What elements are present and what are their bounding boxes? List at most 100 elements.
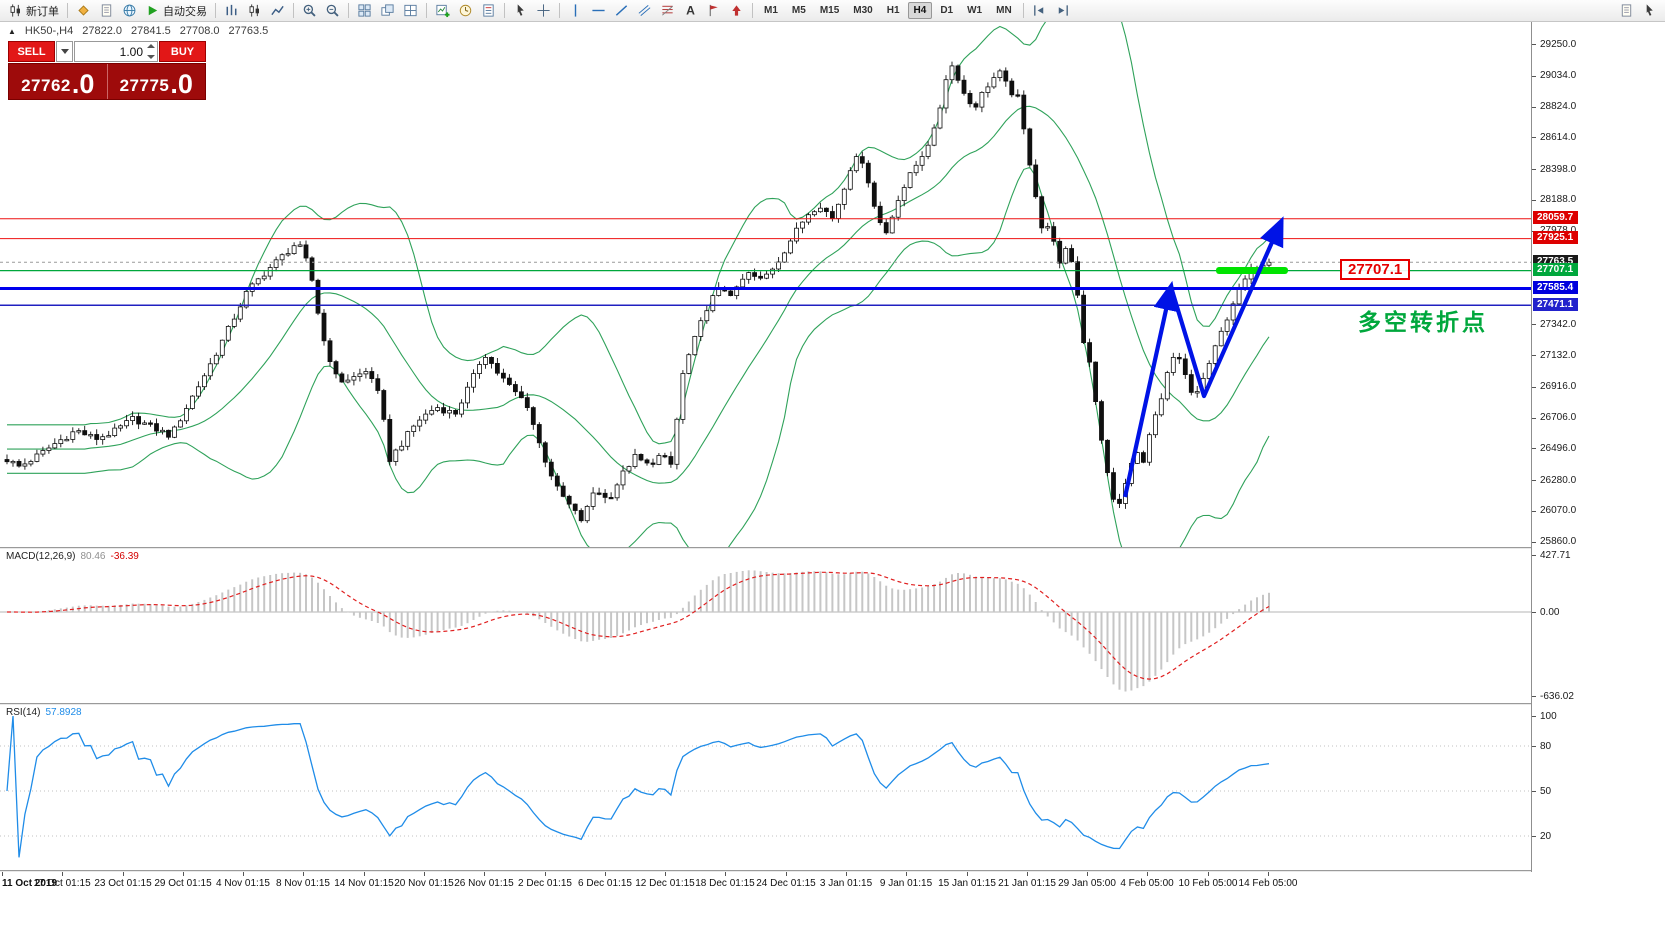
volume-spinner[interactable] xyxy=(146,44,155,59)
toolbar-extra-button-1[interactable] xyxy=(1615,0,1638,21)
tile-windows-button[interactable] xyxy=(353,0,376,21)
volume-input[interactable]: 1.00 xyxy=(74,41,158,62)
cursor-icon xyxy=(513,3,528,18)
svg-text:A: A xyxy=(686,4,695,18)
macd-signal-value: -36.39 xyxy=(110,551,139,562)
time-axis-label: 4 Feb 05:00 xyxy=(1120,878,1174,889)
candlestick-icon xyxy=(247,3,262,18)
timeframe-h1-button[interactable]: H1 xyxy=(886,5,900,16)
timeframe-m15-button[interactable]: M15 xyxy=(819,5,840,16)
price-axis-label: 26706.0 xyxy=(1540,412,1577,423)
cursor-tool-button[interactable] xyxy=(509,0,532,21)
fibonacci-tool-button[interactable] xyxy=(656,0,679,21)
candlestick-mode-button[interactable] xyxy=(243,0,266,21)
vline-icon xyxy=(568,3,583,18)
timeframe-m30-button[interactable]: M30 xyxy=(853,5,873,16)
time-axis-label: 26 Nov 01:15 xyxy=(454,878,514,889)
vertical-line-tool-button[interactable] xyxy=(564,0,587,21)
timeframe-m1-button[interactable]: M1 xyxy=(764,5,778,16)
time-axis-splitter xyxy=(0,870,1665,872)
one-click-collapse-icon[interactable]: ▲ xyxy=(8,26,16,36)
auto-trading-button[interactable]: 自动交易 xyxy=(141,0,211,21)
data-window-button[interactable] xyxy=(95,0,118,21)
arrowdrop-icon xyxy=(729,3,744,18)
trendline-tool-button[interactable] xyxy=(610,0,633,21)
navigator-button[interactable] xyxy=(118,0,141,21)
price-level-badge: 27925.1 xyxy=(1533,231,1579,244)
time-axis-label: 14 Feb 05:00 xyxy=(1238,878,1298,889)
label-tool-button[interactable] xyxy=(702,0,725,21)
time-axis-label: 2 Dec 01:15 xyxy=(518,878,572,889)
price-axis[interactable]: 29250.0 29034.0 28824.0 28614.0 28398.0 28188… xyxy=(1531,22,1665,872)
toolbar-separator xyxy=(293,3,294,18)
templates-button[interactable] xyxy=(477,0,500,21)
price-axis-label: 26070.0 xyxy=(1540,505,1577,516)
ohlc-close: 27763.5 xyxy=(228,25,269,37)
price-axis-tick xyxy=(1532,169,1536,170)
volume-value: 1.00 xyxy=(119,44,143,59)
timeframe-m5-button[interactable]: M5 xyxy=(791,5,806,16)
macd-splitter[interactable] xyxy=(0,547,1665,549)
macd-indicator-panel[interactable] xyxy=(0,549,1531,703)
buy-button[interactable]: BUY xyxy=(159,41,206,62)
toolbar-extra-button-2[interactable] xyxy=(1638,0,1661,21)
zoom-in-button[interactable] xyxy=(298,0,321,21)
crosshair-tool-button[interactable] xyxy=(532,0,555,21)
chevron-down-icon xyxy=(60,49,69,54)
time-axis-tick xyxy=(2,872,3,876)
channel-tool-button[interactable] xyxy=(633,0,656,21)
macd-indicator-label: MACD(12,26,9) 80.46 -36.39 xyxy=(6,551,139,562)
time-axis-label: 21 Jan 01:15 xyxy=(998,878,1056,889)
template-icon xyxy=(481,3,496,18)
timeframe-w1-button[interactable]: W1 xyxy=(967,5,983,16)
profiles-button[interactable] xyxy=(454,0,477,21)
buy-price-display[interactable]: 27775.0 xyxy=(108,64,206,99)
volume-dropdown-button[interactable] xyxy=(56,41,73,62)
market-watch-button[interactable] xyxy=(72,0,95,21)
rsi-splitter[interactable] xyxy=(0,703,1665,705)
time-axis-label: 11 Oct 2019 xyxy=(2,878,58,889)
text-tool-button[interactable]: A xyxy=(679,0,702,21)
new-chart-button[interactable] xyxy=(431,0,454,21)
horizontal-line-tool-button[interactable] xyxy=(587,0,610,21)
price-chart[interactable] xyxy=(0,22,1531,547)
time-axis[interactable]: 11 Oct 2019 17 Oct 01:15 23 Oct 01:15 29 Oc… xyxy=(0,872,1531,944)
cascade-windows-button[interactable] xyxy=(376,0,399,21)
spinner-up-icon[interactable] xyxy=(146,44,155,48)
bar-chart-mode-button[interactable] xyxy=(220,0,243,21)
rsi-value: 57.8928 xyxy=(45,707,82,718)
spinner-down-icon[interactable] xyxy=(146,55,155,59)
sell-button[interactable]: SELL xyxy=(8,41,55,62)
document-icon xyxy=(99,3,114,18)
arrows-tool-button[interactable] xyxy=(725,0,748,21)
timeframe-h4-button[interactable]: H4 xyxy=(907,2,933,19)
arrange-windows-button[interactable] xyxy=(399,0,422,21)
rsi-axis-tick xyxy=(1532,716,1536,717)
diamond-icon xyxy=(76,3,91,18)
new-order-button[interactable]: 新订单 xyxy=(4,0,63,21)
time-axis-label: 10 Feb 05:00 xyxy=(1178,878,1238,889)
chart-shift-button[interactable] xyxy=(1028,0,1051,21)
sell-price-display[interactable]: 27762.0 xyxy=(9,64,108,99)
document-icon xyxy=(1619,3,1634,18)
macd-title: MACD(12,26,9) xyxy=(6,551,76,562)
shift-icon xyxy=(1032,3,1047,18)
symbol-period-label: HK50-,H4 xyxy=(24,25,74,37)
time-axis-tick xyxy=(906,872,907,876)
line-chart-mode-button[interactable] xyxy=(266,0,289,21)
zoom-out-button[interactable] xyxy=(321,0,344,21)
time-axis-label: 18 Dec 01:15 xyxy=(695,878,755,889)
price-axis-tick xyxy=(1532,387,1536,388)
sell-price-main: 27762 xyxy=(21,76,71,95)
timeframe-mn-button[interactable]: MN xyxy=(996,5,1012,16)
rsi-indicator-panel[interactable] xyxy=(0,705,1531,870)
auto-scroll-button[interactable] xyxy=(1051,0,1074,21)
main-toolbar: 新订单 自动交易 A M1 M5 M15 M30 H1 H4 D1 W1 MN xyxy=(0,0,1665,22)
linechart-icon xyxy=(270,3,285,18)
price-callout-label[interactable]: 27707.1 xyxy=(1340,259,1411,280)
trend-icon xyxy=(614,3,629,18)
grid-icon xyxy=(357,3,372,18)
toolbar-separator xyxy=(348,3,349,18)
price-level-badge: 27471.1 xyxy=(1533,298,1579,311)
timeframe-d1-button[interactable]: D1 xyxy=(940,5,954,16)
